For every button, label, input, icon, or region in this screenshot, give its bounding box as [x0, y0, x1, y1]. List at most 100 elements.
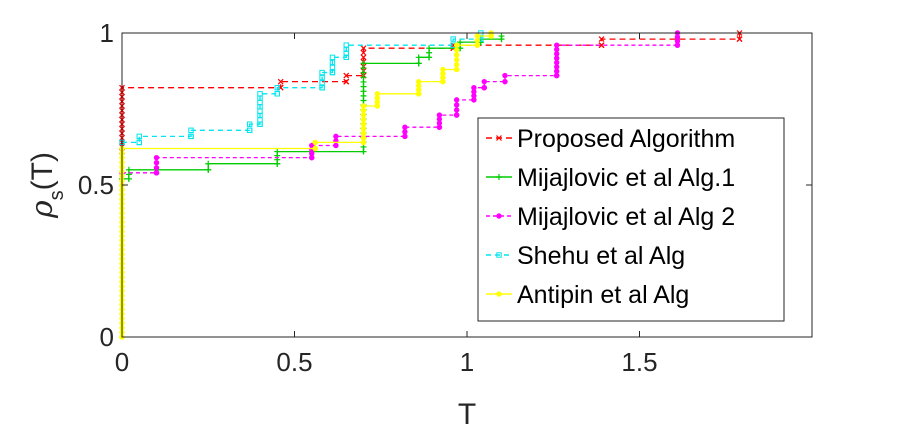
series-point: [277, 78, 284, 85]
series-point: [360, 49, 367, 56]
series-point: [474, 42, 481, 48]
series-point: [153, 154, 160, 161]
ticks: 0 0.5 1 1.5 0 0.5 1: [78, 18, 812, 377]
legend-label: Shehu et al Alg: [517, 242, 685, 270]
series-point: [329, 64, 336, 71]
x-tick-label: 1: [460, 347, 474, 377]
legend-item: Mijajlovic et al Alg 2: [486, 203, 735, 231]
series-point: [312, 139, 318, 146]
series-point: [440, 66, 446, 73]
series-point: [453, 102, 460, 108]
series-point: [453, 52, 460, 58]
series-point: [502, 72, 508, 79]
series-point: [554, 59, 560, 66]
series-point: [453, 66, 460, 73]
series-point: [360, 103, 367, 109]
series-point: [188, 127, 194, 133]
series-point: [246, 127, 253, 133]
series-point: [153, 170, 160, 176]
series-point: [343, 78, 350, 85]
series-point: [736, 36, 743, 43]
series-point: [360, 60, 367, 67]
series-point: [436, 112, 443, 118]
legend-marker: [496, 291, 502, 297]
y-tick-label: 0.5: [78, 170, 114, 200]
series-point: [319, 74, 325, 81]
series-point: [329, 69, 336, 76]
legend: Proposed Algorithm Mijajlovic et al Alg.1…: [477, 117, 785, 322]
series-point: [453, 57, 460, 63]
series-point: [416, 78, 422, 85]
series-point: [402, 133, 408, 140]
series-point: [474, 33, 481, 39]
legend-label: Antipin et al Alg: [517, 281, 689, 309]
series-point: [453, 42, 460, 48]
legend-label: Mijajlovic et al Alg 2: [517, 203, 735, 231]
series-point: [502, 78, 508, 85]
series-point: [402, 129, 408, 135]
series-point: [554, 46, 560, 53]
series-point: [153, 160, 160, 166]
series-point: [360, 139, 367, 146]
series-point: [333, 133, 339, 140]
legend-item: Proposed Algorithm: [486, 125, 735, 153]
series-point: [598, 42, 605, 49]
series-point: [374, 91, 380, 97]
series-point: [329, 54, 336, 61]
series-point: [360, 126, 367, 132]
series-point: [136, 133, 142, 140]
series-line: [122, 33, 482, 144]
series-point: [457, 39, 464, 46]
x-tick-label: 1.5: [621, 347, 657, 377]
series-point: [453, 97, 460, 103]
series-point: [498, 33, 505, 40]
svg-text:ρs(T): ρs(T): [25, 152, 68, 219]
legend-item: Mijajlovic et al Alg.1: [486, 164, 735, 192]
series-point: [360, 116, 367, 123]
legend-item: Antipin et al Alg: [486, 281, 689, 309]
y-axis-label: ρs(T): [25, 152, 68, 219]
series-point: [360, 121, 367, 127]
series-point: [205, 166, 212, 173]
series-point: [453, 107, 460, 113]
series-point: [153, 165, 160, 171]
series-point: [426, 45, 433, 52]
legend-label: Proposed Algorithm: [517, 125, 735, 153]
series-point: [125, 166, 132, 173]
series-point: [329, 59, 336, 66]
series-point: [453, 112, 460, 118]
legend-marker: [496, 135, 502, 141]
series-point: [360, 54, 367, 61]
series-point: [415, 54, 422, 61]
x-tick-label: 0.5: [276, 347, 312, 377]
series-point: [554, 55, 560, 61]
series-point: [360, 112, 367, 118]
series-point: [136, 139, 142, 146]
legend-marker: [496, 252, 502, 258]
series-point: [246, 121, 253, 127]
series-point: [188, 133, 194, 140]
series-point: [274, 85, 280, 91]
series-point: [471, 85, 477, 91]
x-tick-label: 0: [115, 347, 129, 377]
y-tick-label: 0: [100, 322, 114, 352]
series-point: [453, 47, 460, 53]
series-point: [312, 145, 318, 152]
series-point: [598, 36, 605, 43]
series-point: [481, 85, 487, 91]
series-point: [415, 60, 422, 67]
series-point: [343, 42, 349, 48]
series-point: [319, 79, 325, 86]
legend-item: Shehu et al Alg: [486, 242, 685, 270]
series-point: [453, 61, 460, 68]
series-point: [343, 72, 350, 79]
series-point: [274, 91, 280, 97]
legend-marker: [496, 213, 502, 219]
legend-box: [477, 117, 785, 322]
series-2: [119, 30, 681, 176]
series-point: [402, 124, 408, 130]
series-point: [319, 85, 325, 91]
series-point: [309, 142, 315, 149]
series-point: [554, 72, 560, 79]
series-point: [257, 91, 263, 97]
